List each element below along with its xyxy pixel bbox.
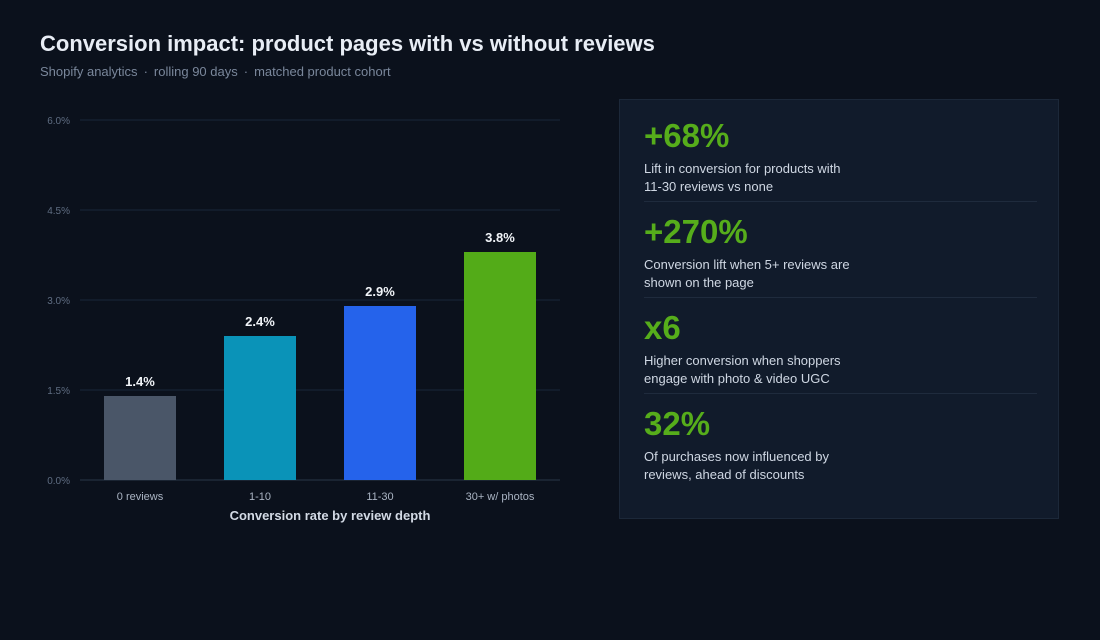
subtitle-source: Shopify analytics: [40, 64, 138, 79]
subtitle-period: rolling 90 days: [153, 64, 238, 79]
y-tick-label: 1.5%: [47, 386, 70, 397]
stat-card: +68% Lift in conversion for products wit…: [644, 118, 1037, 196]
stat-card: 32% Of purchases now influenced by revie…: [644, 406, 1037, 484]
stat-description: Lift in conversion for products with 11-…: [644, 161, 841, 194]
stat-value: +68%: [644, 117, 730, 154]
x-tick-label: 30+ w/ photos: [466, 491, 535, 503]
page-title: Conversion impact: product pages with vs…: [40, 31, 655, 56]
bar: [464, 252, 536, 480]
bar-value-label: 2.4%: [245, 314, 275, 329]
stat-description: Of purchases now influenced by reviews, …: [644, 449, 829, 482]
subtitle-separator: ·: [243, 64, 249, 79]
stat-card: x6 Higher conversion when shoppers engag…: [644, 310, 1037, 388]
stat-card: +270% Conversion lift when 5+ reviews ar…: [644, 214, 1037, 292]
stats-panel: +68% Lift in conversion for products wit…: [619, 99, 1059, 519]
y-tick-label: 4.5%: [47, 206, 70, 217]
bar-value-label: 3.8%: [485, 230, 515, 245]
stat-divider: [644, 393, 1037, 394]
bar-value-label: 2.9%: [365, 284, 395, 299]
bar: [344, 306, 416, 480]
y-tick-label: 0.0%: [47, 476, 70, 487]
conversion-bar-chart: 0.0% 1.5% 3.0% 4.5% 6.0% 1.4% 0 reviews 2.4% 1-1…: [47, 116, 560, 523]
stat-value: x6: [644, 309, 681, 346]
bar-value-label: 1.4%: [125, 374, 155, 389]
y-tick-label: 6.0%: [47, 116, 70, 127]
x-tick-label: 0 reviews: [117, 491, 164, 503]
x-tick-label: 1-10: [249, 491, 271, 503]
y-tick-label: 3.0%: [47, 296, 70, 307]
stat-divider: [644, 297, 1037, 298]
subtitle-separator: ·: [143, 64, 148, 79]
stat-divider: [644, 201, 1037, 202]
x-tick-label: 11-30: [366, 491, 393, 503]
subtitle-cohort: matched product cohort: [254, 64, 391, 79]
stat-description: Conversion lift when 5+ reviews are show…: [644, 257, 850, 290]
bar: [224, 336, 296, 480]
x-axis-title: Conversion rate by review depth: [230, 508, 431, 523]
page-subtitle: Shopify analytics · rolling 90 days · matche…: [40, 64, 391, 79]
bar: [104, 396, 176, 480]
stat-value: 32%: [644, 405, 711, 442]
stat-description: Higher conversion when shoppers engage w…: [644, 353, 841, 386]
stat-value: +270%: [644, 213, 748, 250]
